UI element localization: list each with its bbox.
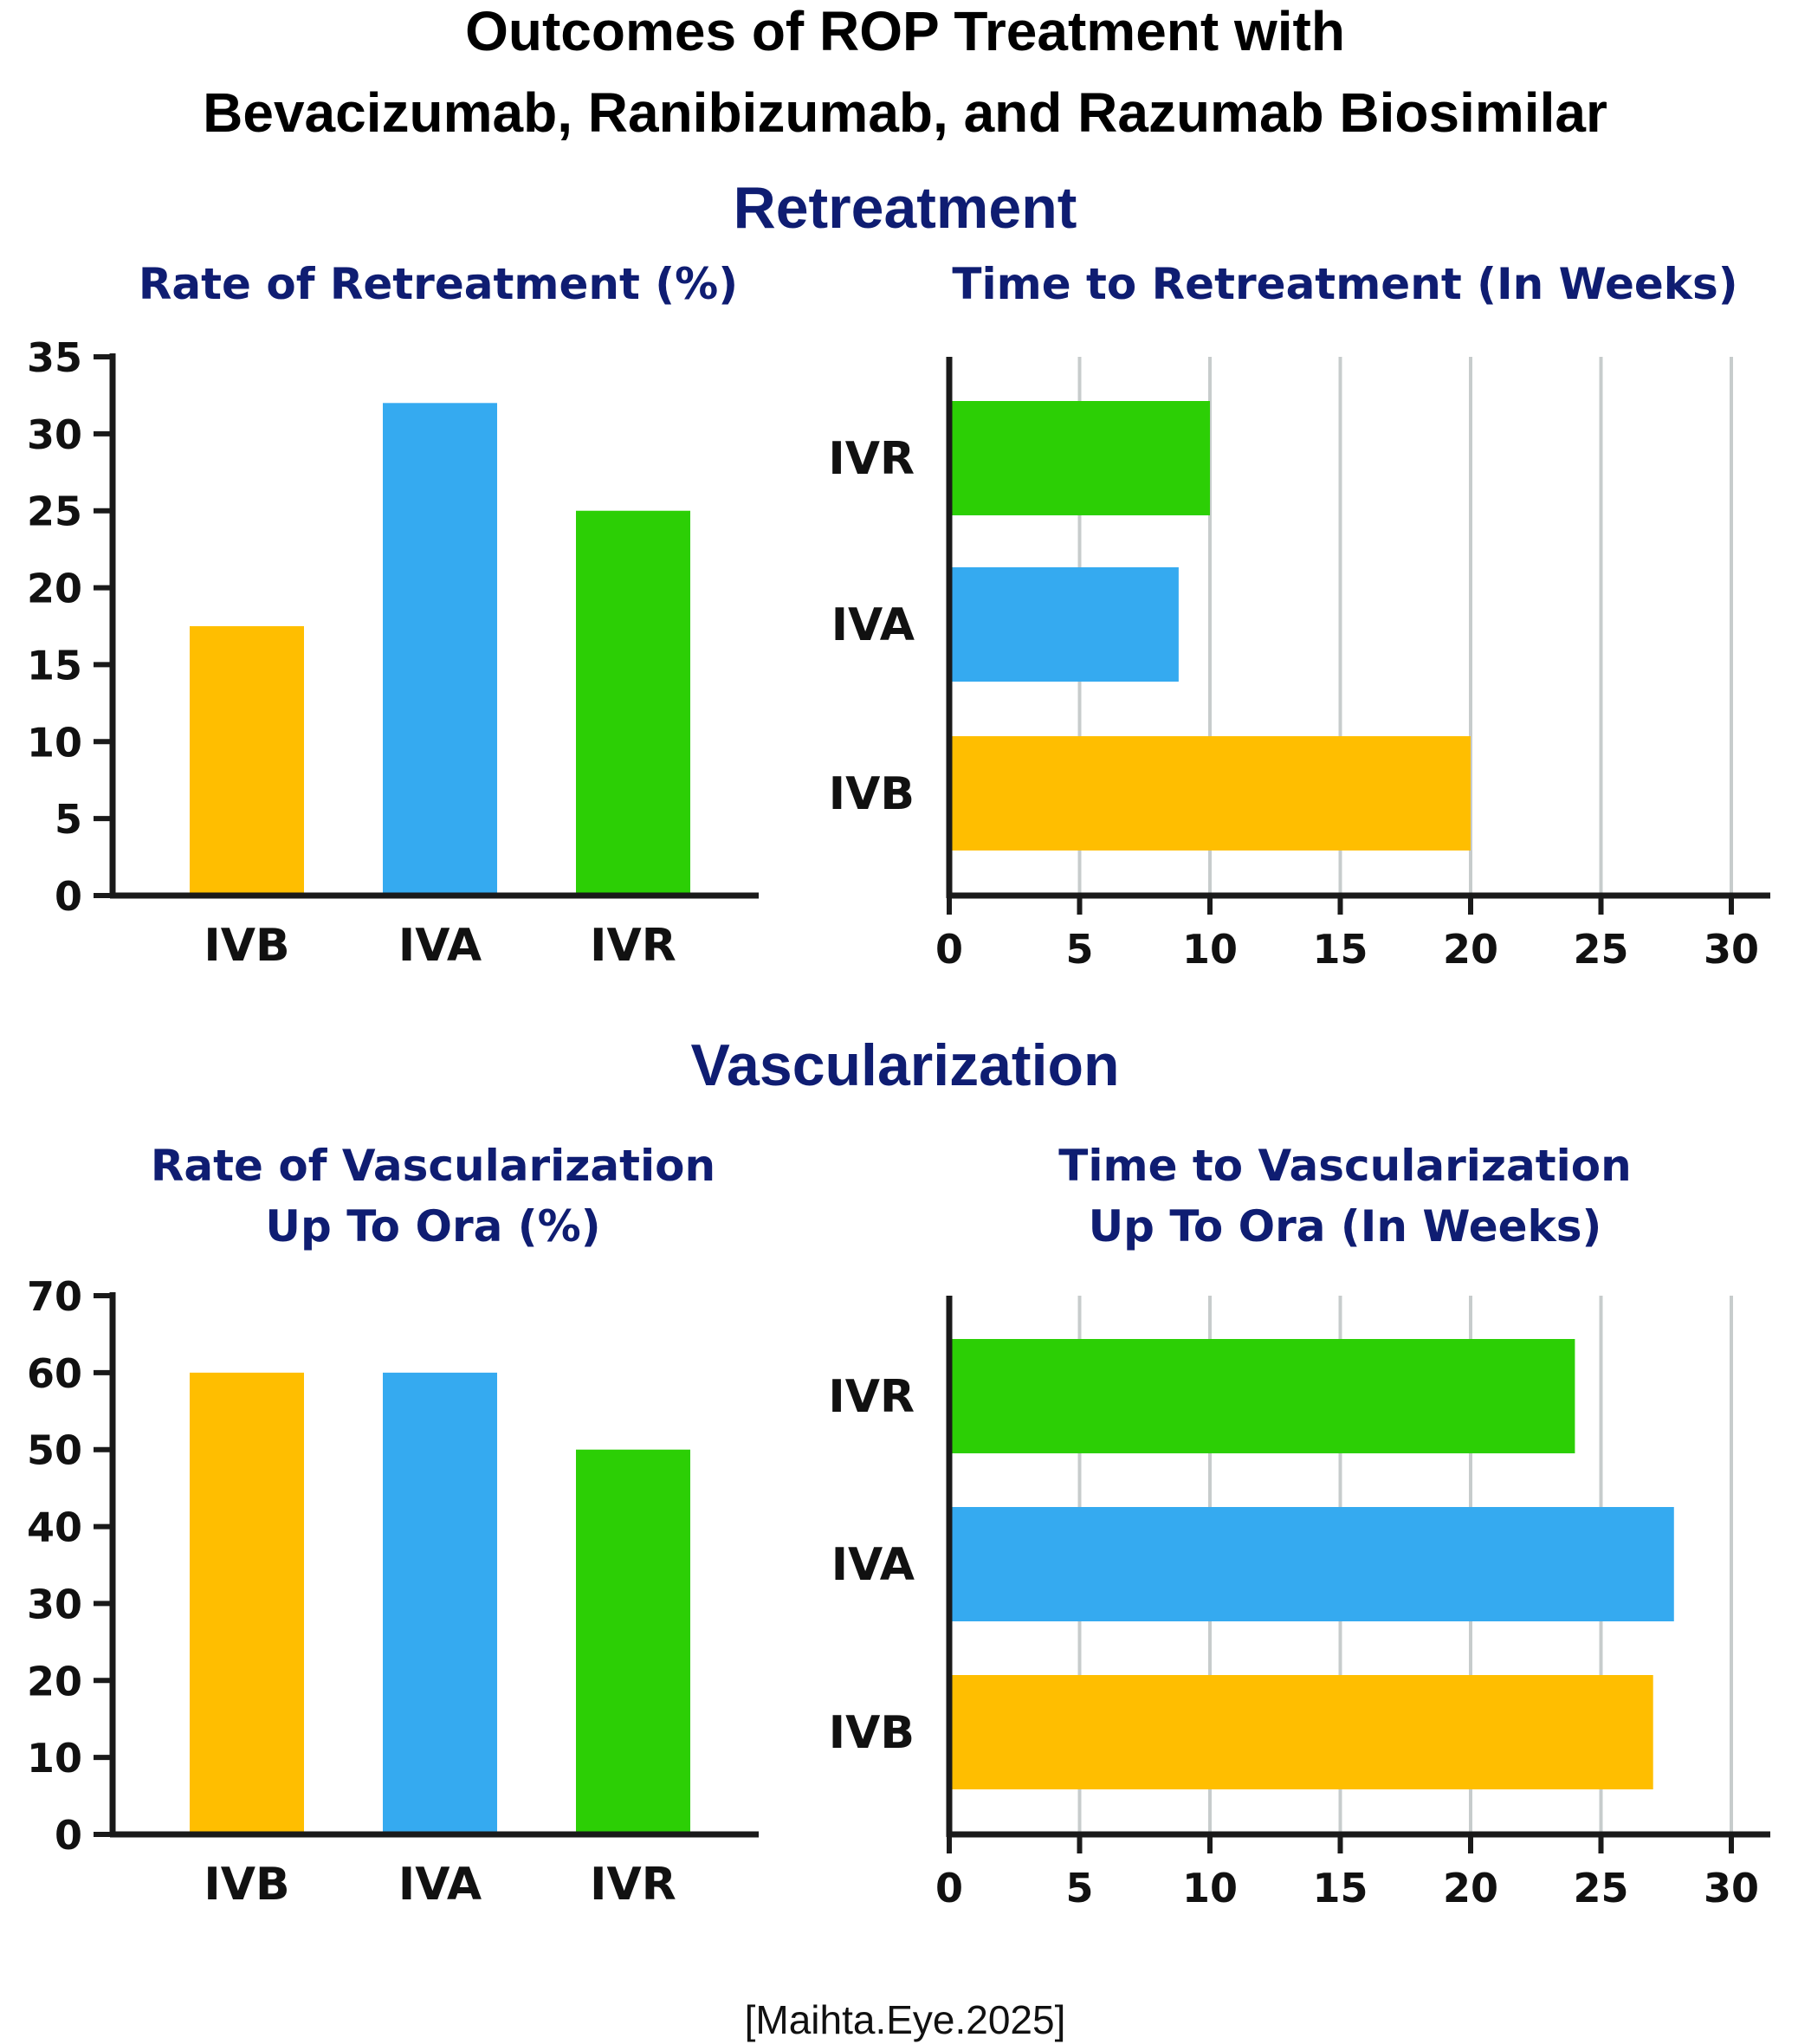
y-tick-label: 60 <box>27 1350 82 1397</box>
bar-iva <box>383 1372 497 1834</box>
bar-ivb <box>190 626 304 896</box>
y-tick-label: 20 <box>27 1658 82 1704</box>
x-tick-label: 30 <box>1704 926 1759 973</box>
bar-ivb <box>949 1675 1653 1789</box>
x-tick-label: 15 <box>1312 926 1368 973</box>
y-tick-label: 15 <box>27 642 82 689</box>
y-tick-label: 40 <box>27 1504 82 1551</box>
y-tick-label: 30 <box>27 411 82 458</box>
bar-ivr <box>949 401 1210 515</box>
y-tick-label: 25 <box>27 488 82 535</box>
x-tick-label: IVB <box>204 920 289 972</box>
x-tick-label: 5 <box>1065 926 1093 973</box>
bar-ivr <box>576 510 690 896</box>
x-tick-label: IVA <box>398 1859 482 1911</box>
y-tick-label: IVB <box>829 768 915 820</box>
x-tick-label: 20 <box>1443 1865 1498 1911</box>
bar-iva <box>383 403 497 896</box>
y-tick-label: IVA <box>831 1539 915 1591</box>
x-tick-label: IVB <box>204 1859 289 1911</box>
bar-ivr <box>949 1339 1575 1453</box>
credit-text: [Maihta.Eye.2025] <box>745 1997 1066 2042</box>
chart-rate-retreatment: Rate of Retreatment (%) IVB IVA IVR 0 5 10 15 20… <box>27 259 759 972</box>
x-tick-label: IVR <box>590 920 676 972</box>
x-tick-label: 25 <box>1573 1865 1628 1911</box>
y-tick-label: 10 <box>27 1735 82 1782</box>
y-tick-label: 5 <box>55 796 82 843</box>
x-tick-label: 20 <box>1443 926 1498 973</box>
x-tick-label: 0 <box>935 1865 963 1911</box>
bar-ivr <box>576 1449 690 1834</box>
x-tick-label: IVR <box>590 1859 676 1911</box>
y-tick-label: 0 <box>55 1812 82 1859</box>
x-tick-label: 5 <box>1065 1865 1093 1911</box>
y-tick-label: 35 <box>27 334 82 381</box>
x-tick-label: 0 <box>935 926 963 973</box>
chart-rate-vascularization: Rate of Vascularization Up To Ora (%) IVB I… <box>27 1141 759 1911</box>
x-tick-label: IVA <box>398 920 482 972</box>
chart-title: Up To Ora (%) <box>265 1201 600 1252</box>
chart-title: Up To Ora (In Weeks) <box>1089 1201 1602 1252</box>
y-tick-label: 0 <box>55 873 82 920</box>
chart-title: Rate of Retreatment (%) <box>139 259 738 309</box>
y-tick-label: 30 <box>27 1581 82 1627</box>
bar-ivb <box>949 736 1471 851</box>
y-tick-label: IVR <box>828 1371 915 1423</box>
bar-iva <box>949 567 1179 682</box>
x-tick-label: 25 <box>1573 926 1628 973</box>
x-tick-label: 10 <box>1182 1865 1238 1911</box>
bar-ivb <box>190 1372 304 1834</box>
chart-title: Time to Vascularization <box>1058 1141 1632 1191</box>
y-tick-label: IVB <box>829 1707 915 1759</box>
y-tick-label: 50 <box>27 1427 82 1474</box>
charts-layer: Rate of Retreatment (%) IVB IVA IVR 0 5 10 15 20… <box>27 259 1770 1911</box>
y-tick-label: IVA <box>831 599 915 651</box>
chart-time-retreatment: Time to Retreatment (In Weeks) IVR IVA IVB 0… <box>828 259 1770 973</box>
x-tick-label: 10 <box>1182 926 1238 973</box>
bar-iva <box>949 1507 1674 1621</box>
figure-title-line-2: Bevacizumab, Ranibizumab, and Razumab Bi… <box>203 81 1607 144</box>
y-tick-label: 20 <box>27 566 82 612</box>
chart-time-vascularization: Time to Vascularization Up To Ora (In Wee… <box>828 1141 1770 1911</box>
figure-title-line-1: Outcomes of ROP Treatment with <box>465 0 1345 62</box>
x-tick-label: 30 <box>1704 1865 1759 1911</box>
y-tick-label: IVR <box>828 433 915 485</box>
x-tick-label: 15 <box>1312 1865 1368 1911</box>
y-tick-label: 70 <box>27 1273 82 1320</box>
section-title-vascularization: Vascularization <box>690 1032 1119 1098</box>
section-title-retreatment: Retreatment <box>734 175 1077 241</box>
chart-title: Time to Retreatment (In Weeks) <box>952 259 1737 309</box>
y-tick-label: 10 <box>27 719 82 766</box>
chart-title: Rate of Vascularization <box>151 1141 715 1191</box>
